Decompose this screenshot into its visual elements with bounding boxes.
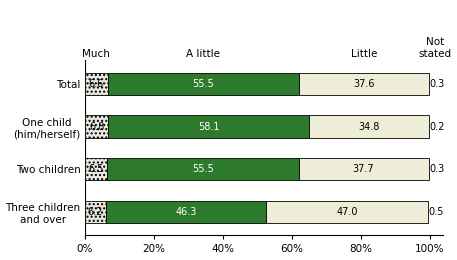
Bar xyxy=(299,73,429,95)
Bar xyxy=(85,73,107,95)
Text: 6.8: 6.8 xyxy=(89,121,104,132)
Bar xyxy=(85,115,108,138)
Text: 46.3: 46.3 xyxy=(175,207,197,217)
Text: Little: Little xyxy=(351,49,377,58)
Text: 58.1: 58.1 xyxy=(198,121,219,132)
Text: 0.3: 0.3 xyxy=(429,164,445,174)
Text: A little: A little xyxy=(186,49,220,58)
Text: 0.2: 0.2 xyxy=(429,121,445,132)
Text: 37.6: 37.6 xyxy=(353,79,374,89)
Bar xyxy=(107,73,299,95)
Text: 34.8: 34.8 xyxy=(358,121,379,132)
Text: 55.5: 55.5 xyxy=(192,164,214,174)
Text: 6.2: 6.2 xyxy=(88,207,103,217)
Text: 6.5: 6.5 xyxy=(88,164,104,174)
Bar xyxy=(85,158,107,180)
Bar xyxy=(308,115,429,138)
Bar xyxy=(85,201,106,223)
Bar xyxy=(298,158,429,180)
Bar xyxy=(108,115,308,138)
Text: 6.6: 6.6 xyxy=(89,79,104,89)
Bar xyxy=(266,201,428,223)
Text: 55.5: 55.5 xyxy=(192,79,214,89)
Text: 0.5: 0.5 xyxy=(429,207,444,217)
Text: Not
stated: Not stated xyxy=(418,37,452,58)
Text: 0.3: 0.3 xyxy=(429,79,445,89)
Text: 37.7: 37.7 xyxy=(353,164,374,174)
Text: Much: Much xyxy=(82,49,110,58)
Bar xyxy=(106,201,266,223)
Bar xyxy=(107,158,298,180)
Text: 47.0: 47.0 xyxy=(336,207,358,217)
